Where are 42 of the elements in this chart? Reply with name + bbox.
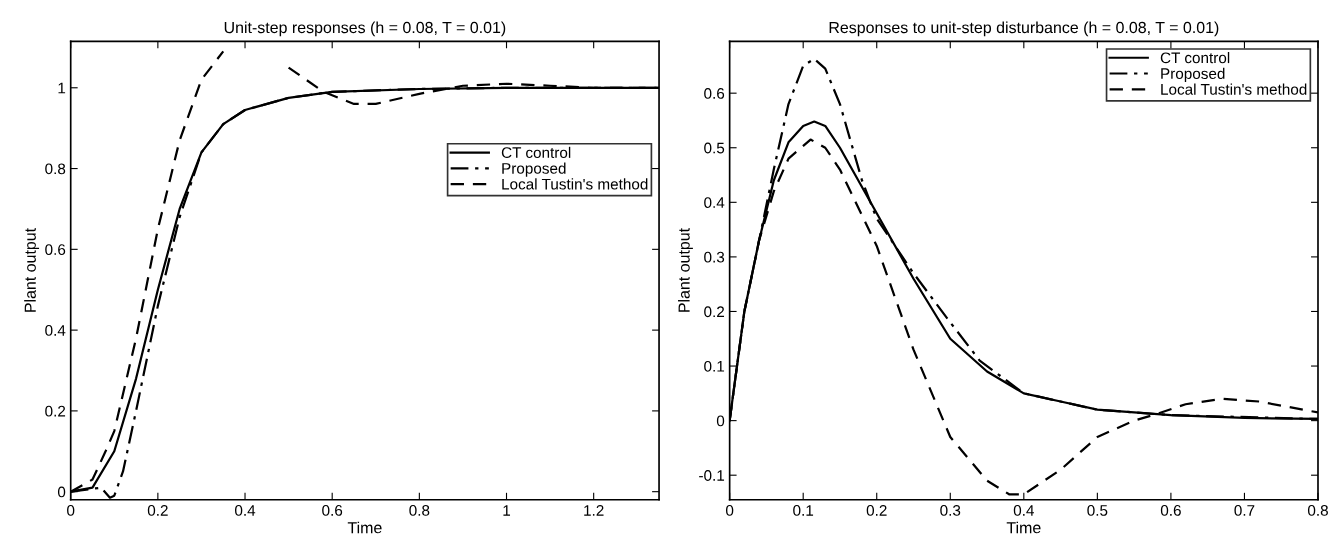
x-tick-label: 1 (503, 505, 511, 516)
x-axis-title: Time (1006, 521, 1041, 534)
x-tick-label: 0 (726, 505, 734, 516)
x-tick-label: 0.7 (1234, 505, 1255, 516)
legend-label: Local Tustin's method (1161, 83, 1307, 95)
x-tick-label: 0.5 (1087, 505, 1108, 516)
y-axis-title: Plant output (24, 228, 40, 312)
y-tick-label: 0.4 (45, 324, 66, 336)
y-tick-label: 0.5 (704, 142, 725, 154)
y-tick-label: 0.1 (704, 360, 725, 372)
y-axis-title: Plant output (678, 228, 693, 312)
x-tick-label: 0 (67, 505, 75, 516)
y-tick-label: 1 (58, 82, 66, 94)
x-tick-label: 0.3 (940, 505, 961, 516)
legend-label: Local Tustin's method (502, 178, 648, 190)
x-tick-label: 1.2 (584, 505, 604, 516)
y-tick-label: -0.1 (699, 470, 725, 481)
x-tick-label: 0.4 (1013, 505, 1034, 516)
y-tick-label: 0.6 (45, 244, 66, 256)
y-tick-label: 0.8 (45, 163, 66, 175)
x-tick-label: 0.4 (235, 505, 256, 516)
y-tick-label: 0.2 (45, 405, 66, 417)
legend-label: CT control (501, 146, 571, 159)
y-tick-label: 0 (716, 415, 725, 427)
x-axis-title: Time (347, 521, 382, 534)
legend-label: CT control (1160, 52, 1230, 64)
y-tick-label: 0 (57, 486, 66, 498)
x-tick-label: 0.2 (147, 505, 168, 516)
legend-label: Proposed (1161, 67, 1225, 83)
x-tick-label: 0.8 (1307, 505, 1328, 516)
x-tick-label: 0.1 (793, 505, 814, 516)
legend-label: Proposed (502, 162, 566, 177)
y-tick-label: 0.4 (704, 197, 725, 209)
x-tick-label: 0.6 (1160, 505, 1181, 516)
chart-title: Responses to unit-step disturbance (h = 0.08, T = 0.01) (829, 21, 1219, 37)
y-tick-label: 0.6 (704, 88, 725, 99)
x-tick-label: 0.2 (866, 505, 887, 516)
chart-title: Unit-step responses (h = 0.08, T = 0.01) (224, 21, 506, 37)
y-tick-label: 0.3 (704, 251, 725, 263)
x-tick-label: 0.8 (409, 505, 430, 516)
y-tick-label: 0.2 (704, 306, 725, 318)
x-tick-label: 0.6 (322, 505, 343, 516)
